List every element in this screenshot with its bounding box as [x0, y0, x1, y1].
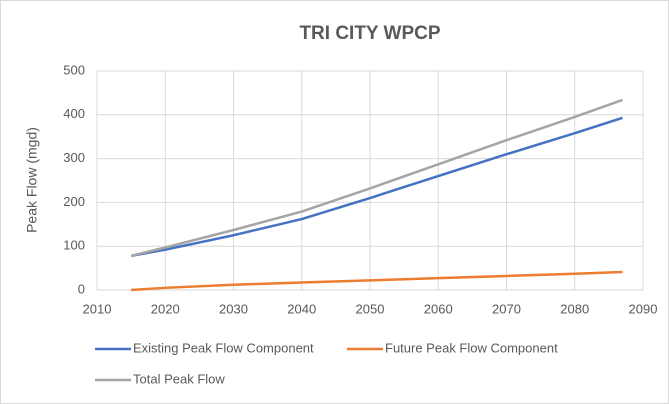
legend-label: Total Peak Flow	[133, 371, 225, 386]
y-tick-label: 200	[63, 194, 85, 209]
y-tick-label: 0	[78, 281, 85, 296]
x-tick-label: 2010	[83, 301, 112, 316]
y-axis-label: Peak Flow (mgd)	[24, 127, 40, 233]
y-tick-label: 400	[63, 106, 85, 121]
x-tick-label: 2060	[424, 301, 453, 316]
legend-label: Existing Peak Flow Component	[133, 340, 314, 355]
series-line	[130, 98, 623, 258]
x-tick-label: 2070	[492, 301, 521, 316]
y-tick-label: 100	[63, 238, 85, 253]
series-line	[130, 116, 623, 258]
y-tick-label: 500	[63, 62, 85, 77]
series-line	[131, 270, 623, 292]
x-tick-label: 2040	[287, 301, 316, 316]
chart-title: TRI CITY WPCP	[299, 23, 440, 44]
y-tick-label: 300	[63, 150, 85, 165]
x-tick-label: 2090	[629, 301, 658, 316]
x-tick-label: 2050	[356, 301, 385, 316]
x-tick-label: 2080	[560, 301, 589, 316]
x-tick-label: 2030	[219, 301, 248, 316]
legend-label: Future Peak Flow Component	[385, 340, 558, 355]
x-tick-label: 2020	[151, 301, 180, 316]
